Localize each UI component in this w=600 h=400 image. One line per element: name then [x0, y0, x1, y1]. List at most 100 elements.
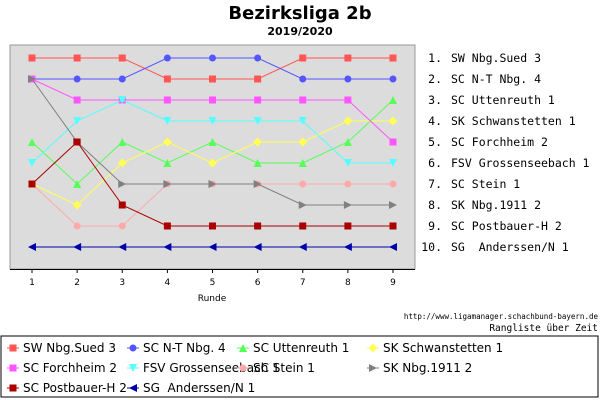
data-point	[253, 243, 262, 251]
legend-label: SK Nbg.1911 2	[383, 361, 472, 375]
legend-marker	[369, 364, 377, 372]
legend-entry: SK Nbg.1911 2	[367, 361, 472, 375]
data-point	[344, 54, 352, 62]
data-point	[254, 75, 262, 83]
data-point	[73, 96, 81, 104]
ranking-team-label: SG Anderssen/N 1	[451, 240, 569, 254]
ranking-number: 2.	[428, 72, 442, 86]
data-point	[117, 158, 127, 168]
x-tick-label: 8	[345, 278, 351, 288]
x-tick-label: 4	[165, 278, 171, 288]
x-tick-label: 7	[300, 278, 306, 288]
credit-url: http://www.ligamanager.schachbund-bayern…	[404, 312, 599, 321]
data-point	[389, 159, 397, 167]
legend-label: SC N-T Nbg. 4	[143, 341, 226, 355]
data-point	[389, 96, 397, 104]
data-point	[254, 222, 262, 230]
ranking-team-label: SW Nbg.Sued 3	[451, 51, 541, 65]
legend-label: SC Uttenreuth 1	[253, 341, 349, 355]
legend-marker	[129, 384, 137, 392]
ranking-team-label: SC Forchheim 2	[451, 135, 548, 149]
data-point	[208, 180, 217, 188]
x-tick-label: 1	[29, 278, 35, 288]
data-point	[343, 159, 352, 167]
ranking-team-label: SK Nbg.1911 2	[451, 198, 541, 212]
data-point	[73, 117, 82, 125]
x-tick-label: 6	[255, 278, 261, 288]
data-point	[298, 117, 307, 125]
data-point	[73, 138, 81, 146]
data-point	[344, 75, 352, 83]
data-point	[254, 96, 262, 104]
chart-title: Bezirksliga 2b	[228, 3, 371, 24]
legend: SW Nbg.Sued 3 SC N-T Nbg. 4 SC Uttenreuth …	[7, 341, 503, 395]
legend-label: SW Nbg.Sued 3	[23, 341, 116, 355]
x-tick-label: 9	[390, 278, 396, 288]
ranking-number: 3.	[428, 93, 442, 107]
data-point	[163, 75, 171, 83]
data-point	[389, 75, 397, 83]
legend-entry: SC Postbauer-H 2	[7, 381, 127, 395]
chart-subtitle: 2019/2020	[267, 25, 333, 38]
data-point	[343, 116, 353, 126]
legend-entry: SG Anderssen/N 1	[127, 381, 255, 395]
data-point	[299, 180, 307, 188]
data-point	[209, 96, 216, 104]
data-point	[389, 243, 397, 251]
data-point	[388, 116, 398, 126]
legend-marker	[9, 364, 17, 372]
legend-marker	[9, 384, 17, 392]
series-7	[28, 75, 397, 209]
series-5	[28, 96, 397, 167]
ranking-number: 9.	[428, 219, 442, 233]
data-point	[298, 137, 308, 147]
legend-marker	[239, 364, 247, 372]
data-point	[73, 54, 81, 62]
data-point	[253, 180, 262, 188]
data-point	[389, 54, 397, 62]
ranking-number: 1.	[428, 51, 442, 65]
ranking-team-label: SC Uttenreuth 1	[451, 93, 555, 107]
data-point	[118, 138, 127, 146]
data-point	[73, 222, 81, 230]
ranking-number: 10.	[421, 240, 442, 254]
data-point	[28, 138, 36, 146]
data-point	[299, 96, 307, 104]
ranking-team-label: SC Postbauer-H 2	[451, 219, 562, 233]
legend-marker	[129, 344, 137, 352]
data-point	[344, 180, 352, 188]
data-point	[73, 243, 82, 251]
ranking-team-label: SC Stein 1	[451, 177, 520, 191]
data-point	[118, 75, 126, 83]
ranking-team-label: SC N-T Nbg. 4	[451, 72, 541, 86]
data-point	[344, 96, 352, 104]
x-tick-label: 5	[210, 278, 216, 288]
data-point	[253, 117, 262, 125]
data-point	[298, 243, 307, 251]
data-point	[28, 75, 36, 83]
ranking-number: 8.	[428, 198, 442, 212]
data-point	[208, 138, 217, 146]
data-point	[389, 138, 397, 146]
legend-entry: SC N-T Nbg. 4	[127, 341, 226, 355]
data-point	[28, 243, 36, 251]
data-point	[163, 54, 171, 62]
data-point	[389, 201, 397, 209]
x-axis-label: Runde	[198, 294, 227, 304]
series-4	[28, 75, 397, 146]
data-point	[73, 75, 81, 83]
legend-label: FSV Grossenseebach 1	[143, 361, 280, 375]
ranking-labels: 1. SW Nbg.Sued 3 2. SC N-T Nbg. 4 3. SC Utten…	[421, 51, 589, 254]
legend-label: SC Stein 1	[253, 361, 315, 375]
legend-entry: SC Forchheim 2	[7, 361, 117, 375]
data-point	[209, 54, 216, 62]
legend-entry: SW Nbg.Sued 3	[7, 341, 116, 355]
data-point	[253, 137, 263, 147]
legend-entry: FSV Grossenseebach 1	[127, 361, 280, 375]
series-8	[28, 138, 397, 230]
x-tick-label: 2	[74, 278, 80, 288]
data-point	[343, 201, 352, 209]
data-point	[298, 201, 307, 209]
data-point	[28, 54, 36, 62]
